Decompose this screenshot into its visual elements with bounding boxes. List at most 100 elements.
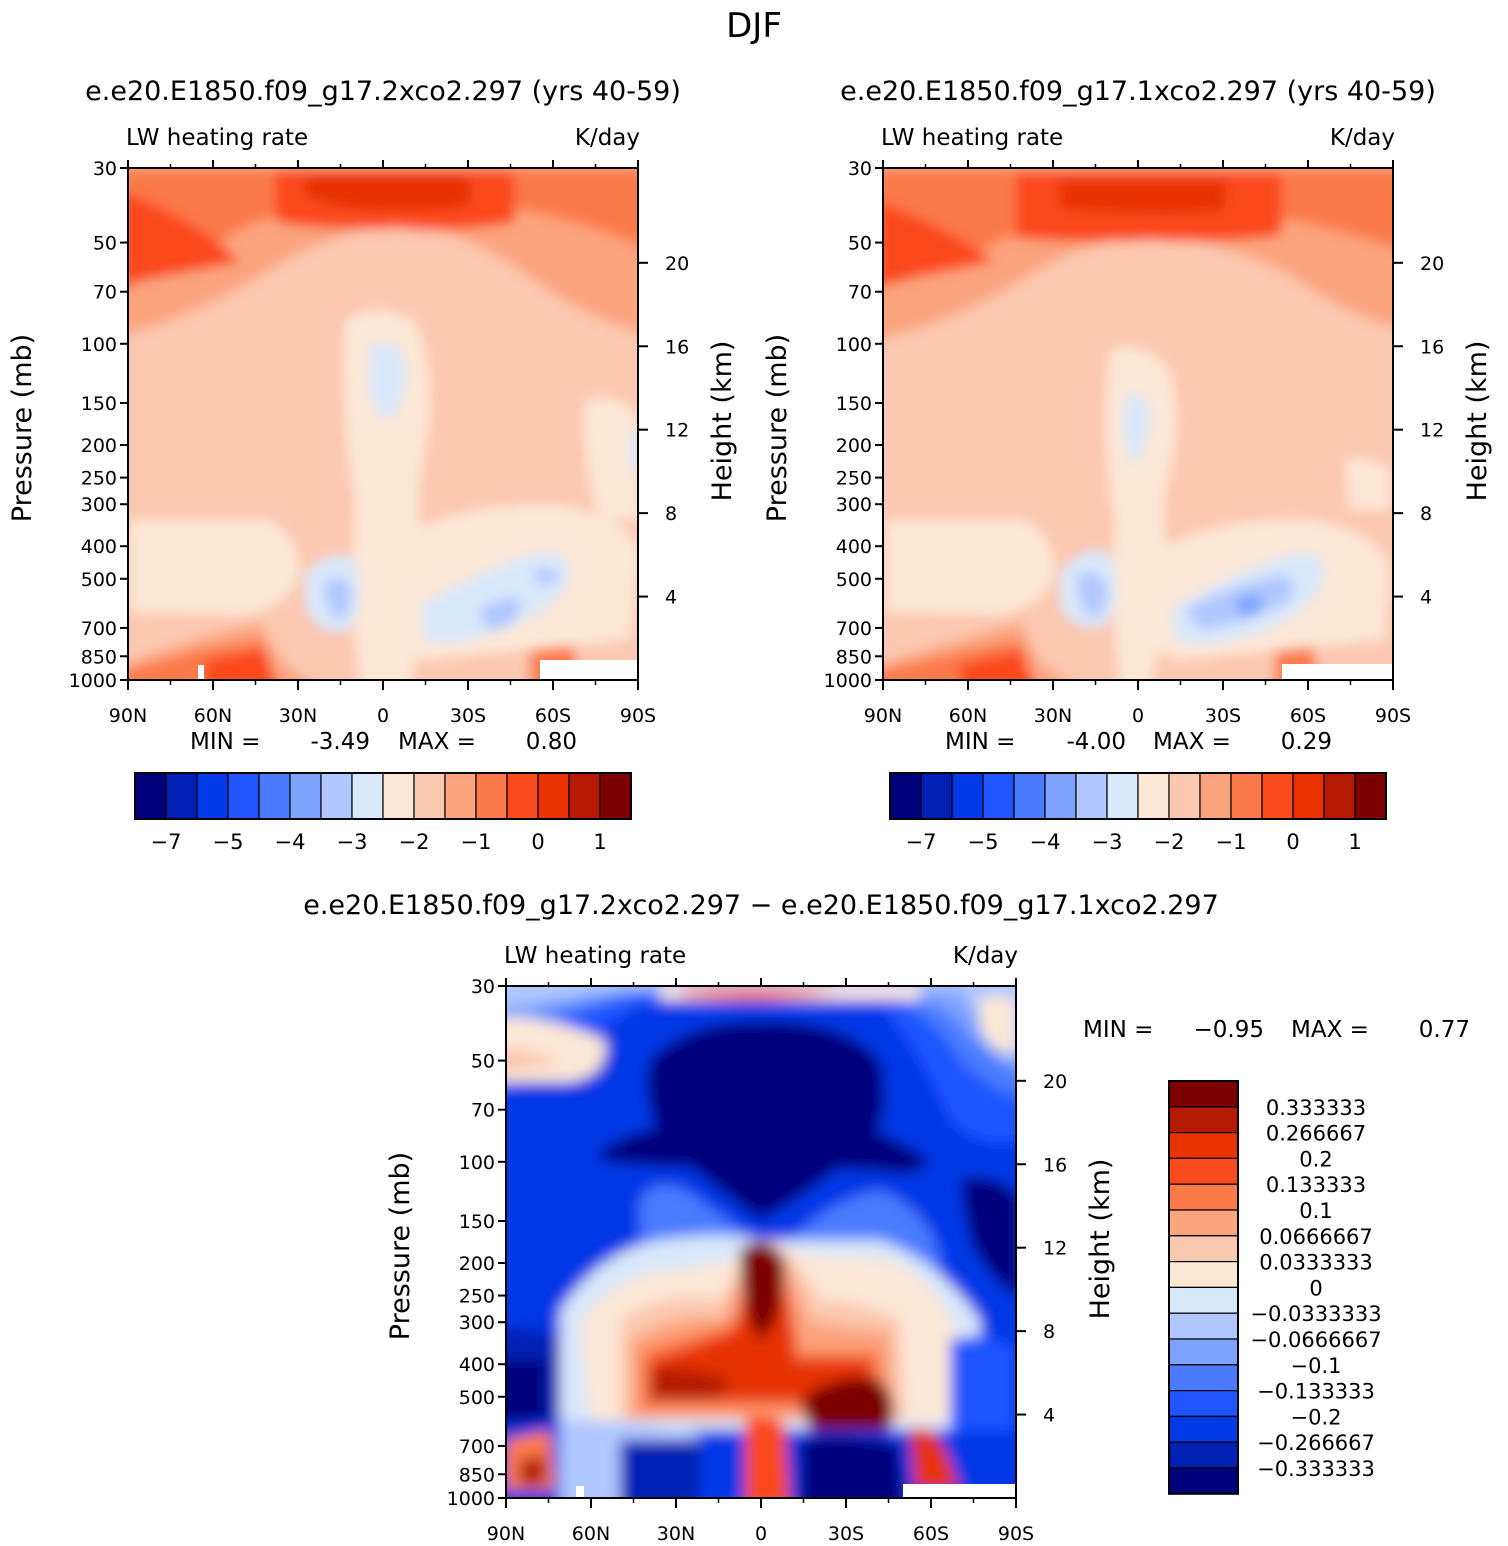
max-label: MAX = — [1153, 729, 1231, 755]
variable-label: LW heating rate — [126, 125, 308, 151]
colorbar-box — [1354, 772, 1387, 820]
y-axis-title: Pressure (mb) — [7, 334, 38, 522]
x-tick-label: 30N — [279, 705, 317, 727]
y-tick-label: 50 — [93, 233, 117, 255]
y-axis-title: Pressure (mb) — [762, 334, 793, 522]
y2-axis-title: Height (km) — [1085, 1159, 1116, 1320]
colorbar-label: 0.0333333 — [1259, 1251, 1373, 1275]
panel-title: e.e20.E1850.f09_g17.2xco2.297 − e.e20.E1… — [303, 890, 1219, 921]
colorbar-label: 0.1 — [1299, 1199, 1332, 1223]
panel-title: e.e20.E1850.f09_g17.1xco2.297 (yrs 40-59… — [840, 76, 1436, 107]
panel-2xco2: e.e20.E1850.f09_g17.2xco2.297 (yrs 40-59… — [85, 76, 681, 680]
y-tick-label: 700 — [836, 618, 872, 640]
stats-panel2: MIN = -4.00 MAX = 0.29 — [945, 729, 1332, 755]
x-tick-label: 30N — [657, 1523, 695, 1545]
panel-1xco2: e.e20.E1850.f09_g17.1xco2.297 (yrs 40-59… — [840, 76, 1436, 680]
y-tick-label: 850 — [836, 646, 872, 668]
panel-title: e.e20.E1850.f09_g17.2xco2.297 (yrs 40-59… — [85, 76, 681, 107]
y-tick-label: 100 — [81, 334, 117, 356]
colorbar-box — [1168, 1235, 1239, 1263]
colorbar-label: −0.1 — [1291, 1354, 1342, 1378]
colorbar-box — [351, 772, 384, 820]
y-tick-label: 150 — [81, 393, 117, 415]
colorbar-box — [1168, 1415, 1239, 1443]
y2-tick-label: 20 — [1043, 1071, 1067, 1093]
max-value: 0.77 — [1419, 1017, 1470, 1043]
colorbar-box — [951, 772, 984, 820]
x-tick-label: 0 — [377, 705, 389, 727]
colorbar-box — [1168, 1131, 1239, 1159]
colorbar-label: −3 — [1092, 830, 1123, 854]
colorbar-box — [1168, 1286, 1239, 1314]
colorbar-label: −5 — [213, 830, 244, 854]
y-tick-label: 250 — [459, 1286, 495, 1308]
colorbar-label: −7 — [906, 830, 937, 854]
y2-tick-label: 20 — [1420, 253, 1444, 275]
colorbar-box — [1168, 1106, 1239, 1134]
colorbar-box — [1199, 772, 1232, 820]
max-value: 0.29 — [1281, 729, 1332, 755]
contour-field — [883, 168, 1393, 680]
y-tick-label: 1000 — [447, 1488, 495, 1510]
max-label: MAX = — [398, 729, 476, 755]
y2-tick-label: 8 — [665, 503, 677, 525]
colorbar-box — [1323, 772, 1356, 820]
colorbar-box — [382, 772, 415, 820]
colorbar-label: 0.0666667 — [1259, 1225, 1373, 1249]
colorbar-label: 0.2 — [1299, 1147, 1332, 1171]
min-label: MIN = — [1083, 1017, 1153, 1043]
min-label: MIN = — [945, 729, 1015, 755]
y-tick-label: 30 — [848, 158, 872, 180]
colorbar-box — [1261, 772, 1294, 820]
y-tick-label: 1000 — [69, 670, 117, 692]
colorbar-box — [165, 772, 198, 820]
colorbar-label: −4 — [1030, 830, 1061, 854]
min-value: −0.95 — [1194, 1017, 1264, 1043]
x-tick-label: 90N — [864, 705, 902, 727]
colorbar-label: −5 — [968, 830, 999, 854]
y-tick-label: 250 — [836, 468, 872, 490]
x-tick-label: 60S — [535, 705, 571, 727]
colorbar-box — [227, 772, 260, 820]
y-tick-label: 400 — [459, 1354, 495, 1376]
min-value: -4.00 — [1066, 729, 1126, 755]
colorbar-label: −1 — [461, 830, 492, 854]
colorbar-label: 0.133333 — [1266, 1173, 1366, 1197]
y2-tick-label: 8 — [1420, 503, 1432, 525]
x-tick-label: 30N — [1034, 705, 1072, 727]
x-tick-label: 90N — [487, 1523, 525, 1545]
y-tick-label: 50 — [848, 233, 872, 255]
y-tick-label: 700 — [459, 1436, 495, 1458]
colorbar-box — [1168, 1157, 1239, 1185]
colorbar-box — [1230, 772, 1263, 820]
colorbar-box — [1168, 1389, 1239, 1417]
y-tick-label: 300 — [459, 1312, 495, 1334]
colorbar-box — [568, 772, 601, 820]
colorbar-box — [1137, 772, 1170, 820]
y-tick-label: 200 — [459, 1253, 495, 1275]
max-label: MAX = — [1291, 1017, 1369, 1043]
colorbar-box — [537, 772, 570, 820]
units-label: K/day — [1330, 125, 1395, 151]
colorbar-label: 1 — [593, 830, 606, 854]
y-tick-label: 150 — [836, 393, 872, 415]
colorbar-box — [506, 772, 539, 820]
colorbar-box — [413, 772, 446, 820]
colorbar-label: 0 — [1309, 1276, 1322, 1300]
colorbar-box — [196, 772, 229, 820]
x-tick-label: 90S — [620, 705, 656, 727]
colorbar-label: −0.2 — [1291, 1405, 1342, 1429]
x-tick-label: 0 — [1132, 705, 1144, 727]
colorbar-box — [258, 772, 291, 820]
y-tick-label: 400 — [81, 536, 117, 558]
min-value: -3.49 — [310, 729, 370, 755]
colorbar-box — [1168, 1312, 1239, 1340]
colorbar-box — [920, 772, 953, 820]
contour-field — [128, 168, 638, 680]
y-tick-label: 850 — [459, 1464, 495, 1486]
colorbar-box — [320, 772, 353, 820]
x-tick-label: 60S — [913, 1523, 949, 1545]
colorbar-label: −0.133333 — [1257, 1380, 1375, 1404]
y-tick-label: 300 — [836, 494, 872, 516]
y2-tick-label: 16 — [1043, 1154, 1067, 1176]
